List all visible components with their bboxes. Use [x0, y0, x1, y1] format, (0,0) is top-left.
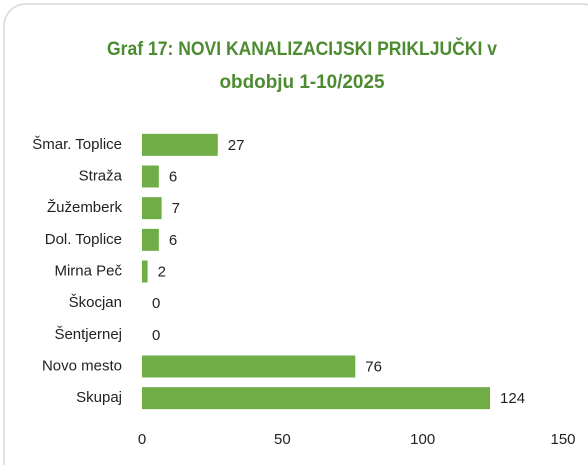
bar [142, 197, 162, 220]
x-tick-label: 0 [138, 431, 146, 448]
chart-title: obdobju 1-10/2025 [220, 72, 385, 93]
bar [142, 387, 491, 410]
y-tick-label: Straža [79, 167, 123, 184]
y-tick-label: Skupaj [76, 389, 122, 406]
bar [142, 260, 148, 283]
data-label: 6 [169, 168, 177, 185]
y-tick-label: Škocjan [69, 294, 122, 311]
y-tick-label: Dol. Toplice [45, 231, 122, 248]
bar [142, 133, 218, 156]
data-label: 7 [172, 200, 180, 217]
data-label: 76 [365, 358, 382, 375]
data-label: 124 [500, 390, 525, 407]
x-tick-label: 100 [410, 431, 435, 448]
data-label: 0 [152, 327, 160, 344]
data-label: 27 [228, 137, 245, 154]
y-tick-label: Žužemberk [47, 199, 123, 216]
x-tick-label: 150 [550, 431, 575, 448]
y-tick-label: Mirna Peč [54, 262, 122, 279]
y-tick-label: Šentjernej [54, 326, 122, 343]
bar [142, 355, 356, 378]
bar [142, 165, 159, 188]
x-tick-label: 50 [274, 431, 291, 448]
y-tick-label: Novo mesto [42, 357, 122, 374]
data-label: 0 [152, 295, 160, 312]
data-label: 6 [169, 232, 177, 249]
bar [142, 228, 159, 251]
data-label: 2 [158, 263, 166, 280]
y-tick-label: Šmar. Toplice [32, 136, 122, 153]
chart-title: Graf 17: NOVI KANALIZACIJSKI PRIKLJUČKI … [107, 38, 497, 60]
card [3, 3, 588, 465]
